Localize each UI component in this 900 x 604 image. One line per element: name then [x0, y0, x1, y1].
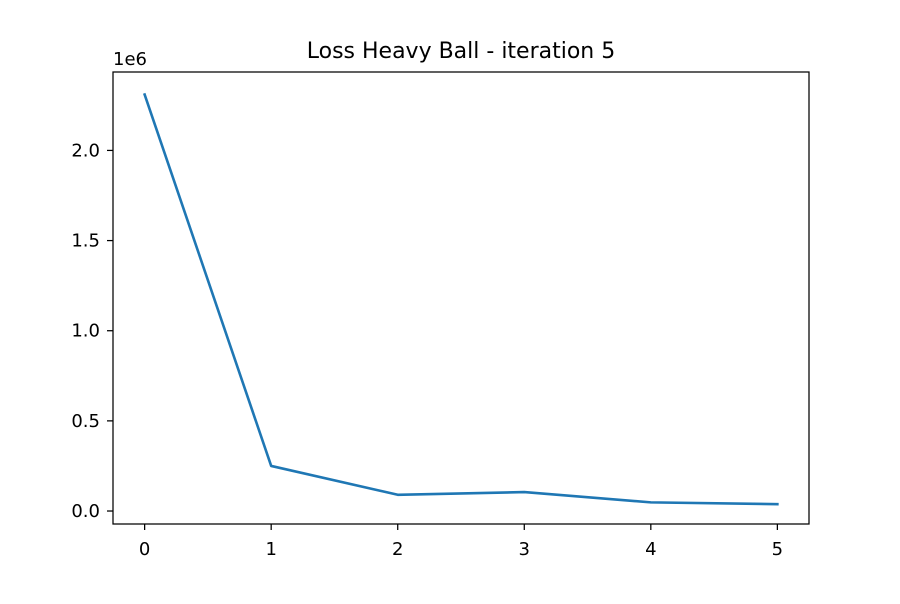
y-tick-label: 0.0	[71, 501, 100, 522]
y-tick-label: 1.5	[71, 231, 100, 252]
plot-area	[113, 72, 809, 524]
x-tick-label: 1	[265, 539, 276, 560]
y-axis-offset-label: 1e6	[113, 49, 147, 70]
y-axis: 0.0 0.5 1.0 1.5 2.0	[71, 140, 113, 522]
x-tick-label: 2	[392, 539, 403, 560]
chart-title: Loss Heavy Ball - iteration 5	[307, 39, 616, 64]
y-tick-label: 0.5	[71, 411, 100, 432]
x-tick-label: 5	[772, 539, 783, 560]
y-tick-label: 1.0	[71, 321, 100, 342]
y-tick-label: 2.0	[71, 140, 100, 161]
axes-frame	[113, 72, 809, 524]
x-axis: 0 1 2 3 4 5	[139, 524, 783, 560]
x-tick-label: 4	[645, 539, 656, 560]
x-tick-label: 0	[139, 539, 150, 560]
x-tick-label: 3	[519, 539, 530, 560]
